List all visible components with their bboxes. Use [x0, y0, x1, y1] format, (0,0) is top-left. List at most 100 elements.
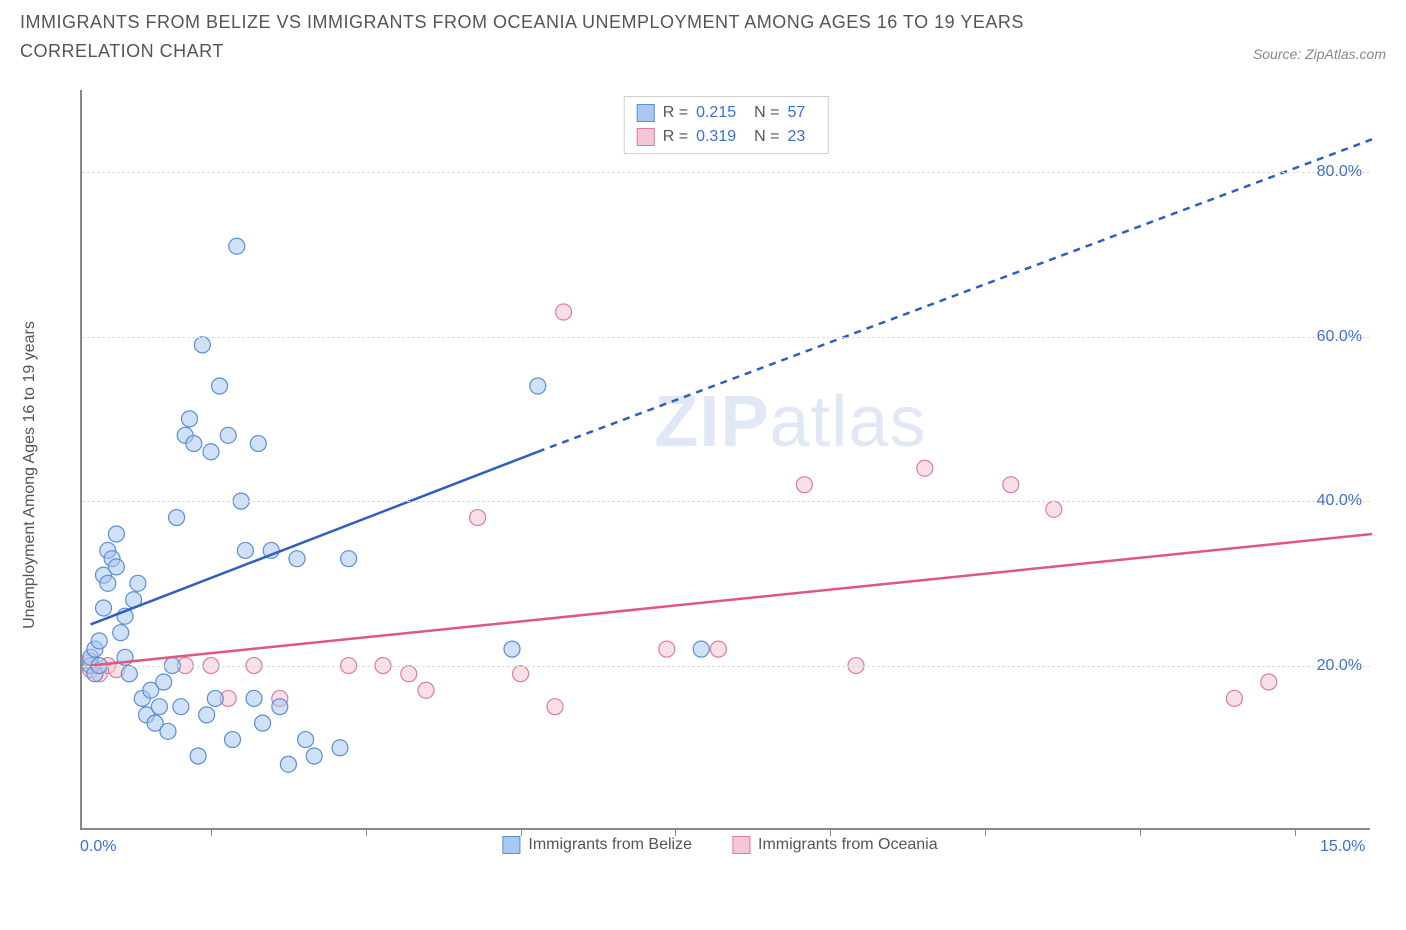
data-point [470, 510, 486, 526]
x-tick [985, 828, 986, 836]
data-point [272, 699, 288, 715]
trend-line [91, 534, 1372, 666]
data-point [1226, 690, 1242, 706]
legend-label: Immigrants from Oceania [758, 836, 938, 854]
chart-header: IMMIGRANTS FROM BELIZE VS IMMIGRANTS FRO… [0, 0, 1406, 66]
data-point [169, 510, 185, 526]
legend-swatch [502, 836, 520, 854]
chart-source: Source: ZipAtlas.com [1253, 46, 1386, 66]
chart-area: Unemployment Among Ages 16 to 19 years Z… [60, 90, 1380, 860]
data-point [250, 436, 266, 452]
gridline [82, 172, 1370, 173]
data-point [100, 575, 116, 591]
gridline [82, 666, 1370, 667]
r-label: R = [663, 125, 688, 149]
r-label: R = [663, 101, 688, 125]
data-point [130, 575, 146, 591]
data-point [246, 690, 262, 706]
data-point [108, 526, 124, 542]
data-point [220, 427, 236, 443]
y-tick-label: 80.0% [1317, 163, 1362, 181]
data-point [556, 304, 572, 320]
data-point [199, 707, 215, 723]
legend-item: Immigrants from Belize [502, 836, 692, 854]
legend-swatch [637, 104, 655, 122]
data-point [207, 690, 223, 706]
data-point [229, 238, 245, 254]
data-point [332, 740, 348, 756]
data-point [796, 477, 812, 493]
data-point [182, 411, 198, 427]
data-point [289, 551, 305, 567]
legend-swatch [637, 128, 655, 146]
x-axis-max-label: 15.0% [1320, 838, 1365, 856]
gridline [82, 337, 1370, 338]
legend-stat-row: R = 0.215 N = 57 [637, 101, 816, 125]
data-point [917, 460, 933, 476]
data-point [113, 625, 129, 641]
data-point [108, 559, 124, 575]
trend-line [91, 452, 538, 625]
y-axis-label: Unemployment Among Ages 16 to 19 years [21, 321, 39, 629]
data-point [194, 337, 210, 353]
legend-series: Immigrants from Belize Immigrants from Oc… [502, 836, 937, 854]
gridline [82, 501, 1370, 502]
data-point [418, 682, 434, 698]
n-label: N = [754, 125, 779, 149]
x-tick [211, 828, 212, 836]
n-value: 23 [787, 125, 805, 149]
data-point [1003, 477, 1019, 493]
data-point [160, 723, 176, 739]
legend-stats: R = 0.215 N = 57 R = 0.319 N = 23 [624, 96, 829, 154]
data-point [504, 641, 520, 657]
data-point [710, 641, 726, 657]
y-tick-label: 60.0% [1317, 328, 1362, 346]
data-point [306, 748, 322, 764]
data-point [693, 641, 709, 657]
n-value: 57 [787, 101, 805, 125]
y-tick-label: 20.0% [1317, 657, 1362, 675]
legend-item: Immigrants from Oceania [732, 836, 938, 854]
data-point [173, 699, 189, 715]
data-point [225, 732, 241, 748]
data-point [401, 666, 417, 682]
data-point [151, 699, 167, 715]
plot-region: ZIPatlas R = 0.215N = 57R = 0.319N = 23 … [80, 90, 1370, 830]
chart-title: IMMIGRANTS FROM BELIZE VS IMMIGRANTS FRO… [20, 8, 1120, 66]
data-point [1261, 674, 1277, 690]
plot-svg [82, 90, 1370, 828]
data-point [186, 436, 202, 452]
data-point [96, 600, 112, 616]
x-tick [521, 828, 522, 836]
legend-stat-row: R = 0.319 N = 23 [637, 125, 816, 149]
data-point [530, 378, 546, 394]
legend-swatch [732, 836, 750, 854]
data-point [121, 666, 137, 682]
x-tick [675, 828, 676, 836]
y-tick-label: 40.0% [1317, 492, 1362, 510]
data-point [255, 715, 271, 731]
x-tick [1140, 828, 1141, 836]
data-point [513, 666, 529, 682]
data-point [659, 641, 675, 657]
data-point [341, 551, 357, 567]
data-point [212, 378, 228, 394]
x-tick [830, 828, 831, 836]
n-label: N = [754, 101, 779, 125]
legend-label: Immigrants from Belize [528, 836, 692, 854]
data-point [298, 732, 314, 748]
data-point [280, 756, 296, 772]
data-point [1046, 501, 1062, 517]
x-axis-min-label: 0.0% [80, 838, 116, 856]
data-point [156, 674, 172, 690]
x-tick [1295, 828, 1296, 836]
data-point [547, 699, 563, 715]
data-point [190, 748, 206, 764]
data-point [203, 444, 219, 460]
trend-line [538, 139, 1372, 451]
data-point [91, 633, 107, 649]
r-value: 0.319 [696, 125, 736, 149]
r-value: 0.215 [696, 101, 736, 125]
x-tick [366, 828, 367, 836]
data-point [237, 542, 253, 558]
